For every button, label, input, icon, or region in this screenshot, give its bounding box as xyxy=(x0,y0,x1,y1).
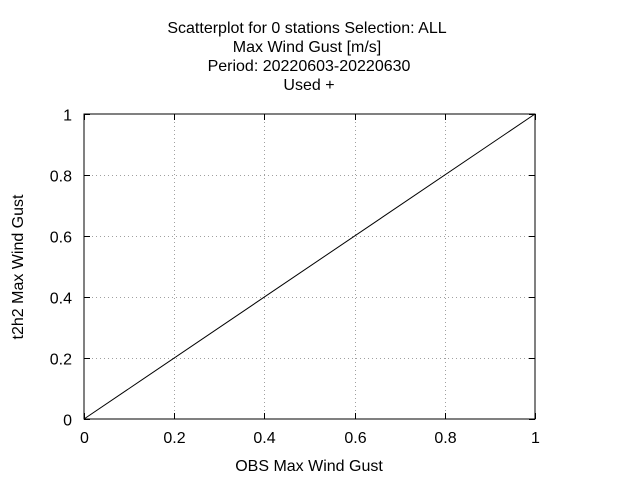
x-tick-label: 0.6 xyxy=(344,430,366,447)
x-tick-label: 1 xyxy=(531,430,540,447)
y-tick-label: 0 xyxy=(63,413,72,430)
x-axis-label: OBS Max Wind Gust xyxy=(235,458,383,475)
title-line-1: Scatterplot for 0 stations Selection: AL… xyxy=(167,20,446,37)
grid xyxy=(84,114,535,419)
y-axis-label: t2h2 Max Wind Gust xyxy=(10,194,27,340)
x-tick-label: 0.2 xyxy=(163,430,185,447)
chart-title: Scatterplot for 0 stations Selection: AL… xyxy=(167,20,446,94)
y-tick-label: 0.2 xyxy=(50,352,72,369)
tick-labels: 0 0.2 0.4 0.6 0.8 1 0 0.2 0.4 0.6 0.8 1 xyxy=(50,108,540,448)
title-line-2: Max Wind Gust [m/s] xyxy=(233,39,381,56)
plot-frame xyxy=(83,113,536,420)
y-tick-label: 0.8 xyxy=(50,169,72,186)
y-tick-label: 0.4 xyxy=(50,291,72,308)
one-to-one-line xyxy=(83,113,536,420)
y-tick-label: 1 xyxy=(63,108,72,125)
x-tick-label: 0.8 xyxy=(434,430,456,447)
y-tick-label: 0.6 xyxy=(50,230,72,247)
x-tick-label: 0.4 xyxy=(253,430,275,447)
title-line-4: Used + xyxy=(283,77,334,94)
x-tick-label: 0 xyxy=(80,430,89,447)
data-series xyxy=(83,113,536,420)
title-line-3: Period: 20220603-20220630 xyxy=(208,58,411,75)
